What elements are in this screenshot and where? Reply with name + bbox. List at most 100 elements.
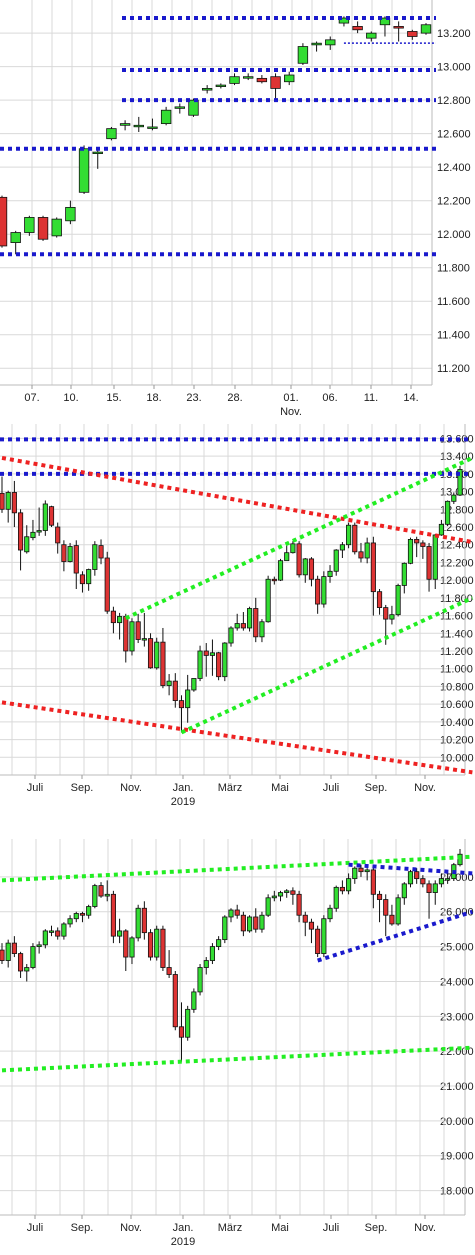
candle (197, 645, 203, 682)
candle (290, 887, 296, 905)
candle-body (61, 923, 67, 937)
candle (339, 542, 345, 558)
candle (18, 509, 24, 571)
candle-body (445, 878, 451, 881)
candle-body (67, 918, 73, 925)
candle (166, 950, 172, 978)
candle (178, 695, 185, 733)
candle (18, 951, 24, 978)
candle-body (37, 217, 49, 240)
candle (364, 868, 370, 881)
candle-body (0, 492, 5, 510)
y-tick-label: 12.000 (437, 229, 471, 241)
chart-panel-top: 11.200 11.400 11.600 11.800 12.000 12.200 12.4… (0, 0, 475, 420)
candle-body (166, 967, 172, 975)
x-tick-label: Sep. (365, 1222, 388, 1234)
y-tick-label: 12.600 (437, 129, 471, 141)
candle-body (240, 914, 246, 932)
candle-body (308, 558, 315, 580)
chart-panel-bottom: 18.000 19.000 20.000 21.000 22.000 23.000 24.0… (0, 835, 475, 1250)
candle-body (119, 123, 131, 126)
candle-body (78, 148, 90, 193)
candle (376, 890, 383, 923)
candle-body (172, 974, 178, 1028)
candle (370, 866, 376, 909)
candle-body (438, 878, 444, 885)
candle (420, 875, 426, 888)
candle (271, 576, 277, 585)
candle (414, 536, 420, 558)
candle-body (271, 895, 277, 899)
candle (457, 465, 463, 496)
candle-body (247, 916, 253, 932)
candle-body (185, 1008, 191, 1038)
candle (98, 882, 104, 898)
y-tick-label: 12.400 (437, 162, 471, 174)
candle (197, 964, 203, 996)
candle-body (191, 678, 197, 691)
candle (191, 678, 197, 692)
candle-body (11, 492, 17, 514)
y-tick-label: 10.400 (440, 717, 474, 729)
candle-body (311, 42, 322, 46)
candle (86, 904, 92, 919)
candle-body (325, 39, 336, 46)
trend-line (1, 455, 473, 545)
candle-body (154, 928, 160, 958)
candle-body (376, 893, 383, 900)
candle (117, 918, 123, 944)
x-tick-label: Sep. (71, 782, 94, 794)
candle (315, 575, 321, 614)
candle-body (48, 930, 55, 933)
x-tick-label: 06. (322, 392, 337, 404)
candle (10, 230, 21, 255)
candle-body (209, 946, 215, 961)
candle-body (42, 503, 48, 531)
candle-body (24, 217, 35, 233)
candle (147, 118, 158, 131)
candle (451, 492, 457, 504)
candle-body (55, 930, 61, 937)
candle-body (290, 890, 296, 895)
candle (229, 73, 240, 86)
candle-body (401, 883, 407, 899)
candle (222, 642, 228, 682)
candle (24, 525, 30, 554)
y-tick-label: 11.800 (437, 263, 470, 275)
candle-body (73, 913, 79, 920)
y-tick-label: 10.600 (440, 699, 474, 711)
candle (277, 890, 284, 902)
y-tick-label: 13.200 (437, 28, 471, 40)
candle-body (188, 99, 199, 116)
candle (154, 637, 160, 670)
candle-body (36, 944, 42, 947)
trend-line (1, 854, 473, 883)
candle-body (98, 885, 104, 897)
candle-body (358, 867, 364, 873)
y-tick-label: 10.000 (440, 752, 474, 764)
candle (395, 583, 401, 617)
candle (256, 75, 268, 84)
candle (135, 904, 141, 942)
candle-body (253, 608, 259, 638)
candle-body (92, 151, 103, 154)
candle-body (117, 616, 123, 624)
candle (215, 83, 227, 89)
candle (141, 901, 147, 940)
y-tick-label: 13.000 (440, 487, 474, 499)
candle-body (358, 551, 364, 559)
x-tick-label: Jan. (173, 1222, 194, 1234)
candle-body (315, 928, 321, 954)
y-tick-label: 19.000 (440, 1151, 474, 1163)
candle-body (243, 76, 254, 79)
candle-body (445, 500, 451, 525)
candle-body (339, 544, 345, 551)
y-tick-label: 11.200 (437, 363, 470, 375)
candle (247, 606, 253, 632)
candle-body (414, 539, 420, 544)
candle (147, 633, 154, 669)
candle (67, 542, 73, 563)
candle-body (154, 641, 160, 669)
candle-body (24, 967, 30, 972)
candle-body (61, 544, 67, 562)
